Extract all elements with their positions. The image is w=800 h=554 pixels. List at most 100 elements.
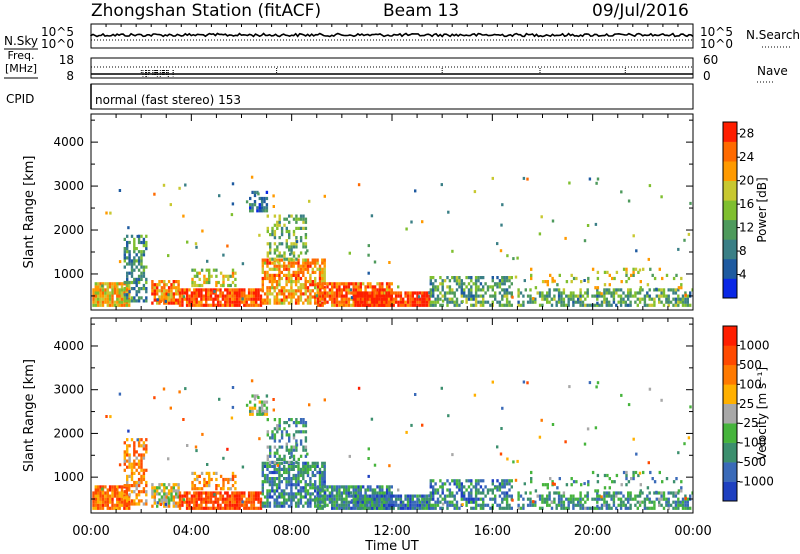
power-cell xyxy=(467,294,471,298)
velocity-cell xyxy=(142,444,146,448)
velocity-cell xyxy=(499,452,503,456)
velocity-cell xyxy=(273,427,277,431)
power-cell xyxy=(175,292,178,296)
power-cell xyxy=(331,303,334,307)
power-cell xyxy=(128,285,131,289)
power-cell xyxy=(366,291,369,295)
power-cell xyxy=(128,303,131,307)
velocity-cell xyxy=(624,506,627,510)
velocity-cell xyxy=(229,477,232,482)
power-cell xyxy=(557,300,561,304)
power-cell xyxy=(106,288,109,292)
velocity-cell xyxy=(271,470,274,475)
power-cell xyxy=(662,303,666,307)
power-cell xyxy=(181,294,184,298)
power-cell xyxy=(390,297,393,301)
velocity-cell xyxy=(292,436,296,440)
power-cell xyxy=(294,292,298,296)
velocity-cell xyxy=(619,503,623,507)
power-cell xyxy=(363,300,367,304)
velocity-cell xyxy=(615,506,618,510)
power-cell xyxy=(292,242,296,246)
velocity-cell xyxy=(99,491,102,495)
velocity-cell xyxy=(357,488,360,492)
velocity-cell xyxy=(404,494,407,498)
power-cell xyxy=(443,297,447,301)
velocity-cell xyxy=(243,503,246,507)
power-cell xyxy=(345,291,348,295)
power-cell xyxy=(177,298,180,302)
power-cell xyxy=(629,288,632,292)
power-cell xyxy=(140,271,143,275)
velocity-cell xyxy=(198,474,201,478)
velocity-cell xyxy=(548,491,551,495)
velocity-cell xyxy=(643,497,647,501)
power-cell xyxy=(297,267,300,271)
power-cell xyxy=(128,253,131,257)
velocity-cell xyxy=(581,503,585,507)
velocity-cell xyxy=(212,491,215,495)
power-cell xyxy=(625,267,628,271)
velocity-cell xyxy=(302,473,305,478)
power-cell xyxy=(299,251,303,255)
power-cell xyxy=(572,294,575,298)
power-cell xyxy=(482,276,485,280)
power-cell xyxy=(493,283,497,287)
velocity-cell xyxy=(212,471,216,475)
power-cell xyxy=(156,289,159,293)
power-cell xyxy=(193,274,197,278)
colorbar-swatch xyxy=(723,481,737,502)
velocity-cell xyxy=(486,491,490,495)
power-cell xyxy=(126,299,129,303)
velocity-cell xyxy=(283,454,286,458)
velocity-cell xyxy=(193,477,197,482)
velocity-cell xyxy=(216,503,220,507)
power-cell xyxy=(441,282,444,286)
velocity-cell xyxy=(570,483,573,487)
velocity-cell xyxy=(366,506,369,510)
power-cell xyxy=(627,288,630,292)
velocity-cell xyxy=(577,503,580,507)
velocity-cell xyxy=(460,482,463,486)
power-cell xyxy=(111,285,114,289)
power-cell xyxy=(439,276,442,280)
velocity-cell xyxy=(116,503,119,507)
power-cell xyxy=(290,283,293,287)
colorbar-swatch xyxy=(723,442,737,463)
velocity-cell xyxy=(290,464,293,468)
power-cell xyxy=(436,297,440,301)
velocity-cell xyxy=(92,491,95,495)
velocity-cell xyxy=(575,480,578,484)
power-cell xyxy=(643,297,647,301)
velocity-cell xyxy=(111,485,114,489)
power-cell xyxy=(228,297,232,301)
velocity-cell xyxy=(622,500,625,504)
power-cell xyxy=(409,291,412,295)
velocity-cell xyxy=(297,430,300,434)
velocity-cell xyxy=(356,500,360,504)
velocity-cell xyxy=(201,432,204,436)
velocity-cell xyxy=(541,494,544,498)
velocity-cell xyxy=(285,467,288,471)
power-cell xyxy=(660,195,663,199)
power-cell xyxy=(142,299,146,303)
velocity-cell xyxy=(390,500,393,504)
velocity-cell xyxy=(304,492,307,496)
power-cell xyxy=(588,303,592,307)
velocity-cell xyxy=(357,491,360,495)
power-cell xyxy=(283,286,286,290)
velocity-cell xyxy=(203,480,206,485)
velocity-cell xyxy=(231,477,235,482)
power-cell xyxy=(479,294,483,298)
velocity-cell xyxy=(501,479,504,483)
velocity-cell xyxy=(432,506,435,510)
power-cell xyxy=(491,276,494,280)
power-cell xyxy=(197,291,201,295)
velocity-cell xyxy=(302,486,305,490)
velocity-cell xyxy=(608,491,611,495)
power-cell xyxy=(181,300,184,304)
power-cell xyxy=(505,303,509,307)
velocity-cell xyxy=(625,470,628,475)
power-cell xyxy=(629,294,632,298)
velocity-cell xyxy=(273,451,277,455)
